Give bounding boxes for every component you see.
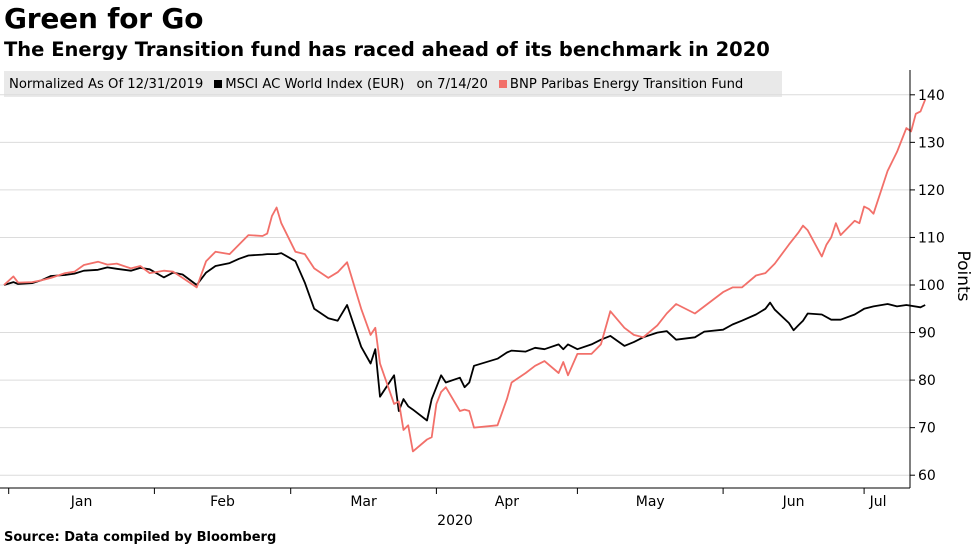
source-note: Source: Data compiled by Bloomberg bbox=[4, 530, 277, 545]
y-tick-label: 100 bbox=[918, 278, 945, 294]
chart-subtitle: The Energy Transition fund has raced ahe… bbox=[4, 38, 770, 61]
chart-title: Green for Go bbox=[4, 2, 204, 35]
legend-swatch-bnp bbox=[498, 80, 507, 88]
x-tick-label: Jul bbox=[869, 494, 887, 510]
x-tick-label: Feb bbox=[210, 494, 235, 510]
y-tick-label: 140 bbox=[918, 88, 945, 104]
legend-swatch-msci bbox=[214, 80, 223, 88]
x-year-label: 2020 bbox=[437, 513, 473, 529]
y-tick-label: 60 bbox=[918, 468, 936, 484]
series-line-bnp bbox=[3, 99, 927, 453]
y-tick-label: 90 bbox=[918, 326, 936, 342]
legend-date: on 7/14/20 bbox=[416, 77, 487, 92]
x-tick-label: Jan bbox=[70, 494, 93, 510]
legend-bar: Normalized As Of 12/31/2019 MSCI AC Worl… bbox=[4, 71, 782, 97]
x-tick-label: Jun bbox=[782, 494, 805, 510]
y-tick-labels: 60 70 80 90 100 110 120 130 140 bbox=[910, 88, 945, 484]
y-axis-title: Points bbox=[953, 250, 973, 301]
grid-layer bbox=[0, 94, 910, 476]
legend-normalization-note: Normalized As Of 12/31/2019 bbox=[9, 76, 204, 92]
y-tick-label: 120 bbox=[918, 183, 945, 199]
series-layer bbox=[3, 99, 927, 453]
x-tick-label: Apr bbox=[495, 494, 519, 510]
y-tick-label: 80 bbox=[918, 373, 936, 389]
legend-date-text: on 7/14/20 bbox=[416, 76, 488, 92]
y-tick-label: 110 bbox=[918, 230, 945, 246]
x-tick-label: Mar bbox=[350, 494, 377, 510]
axis-layer bbox=[0, 70, 911, 489]
legend-item-msci: MSCI AC World Index (EUR) bbox=[214, 77, 404, 92]
legend-label-msci: MSCI AC World Index (EUR) bbox=[225, 76, 405, 92]
series-line-msci bbox=[3, 252, 926, 422]
y-tick-label: 130 bbox=[918, 135, 945, 151]
legend-item-bnp: BNP Paribas Energy Transition Fund bbox=[498, 76, 744, 92]
legend-label-bnp: BNP Paribas Energy Transition Fund bbox=[509, 76, 744, 92]
y-tick-label: 70 bbox=[918, 421, 936, 437]
x-tick-labels: Jan Feb Mar Apr May Jun Jul bbox=[8, 488, 887, 510]
x-tick-label: May bbox=[636, 494, 665, 510]
